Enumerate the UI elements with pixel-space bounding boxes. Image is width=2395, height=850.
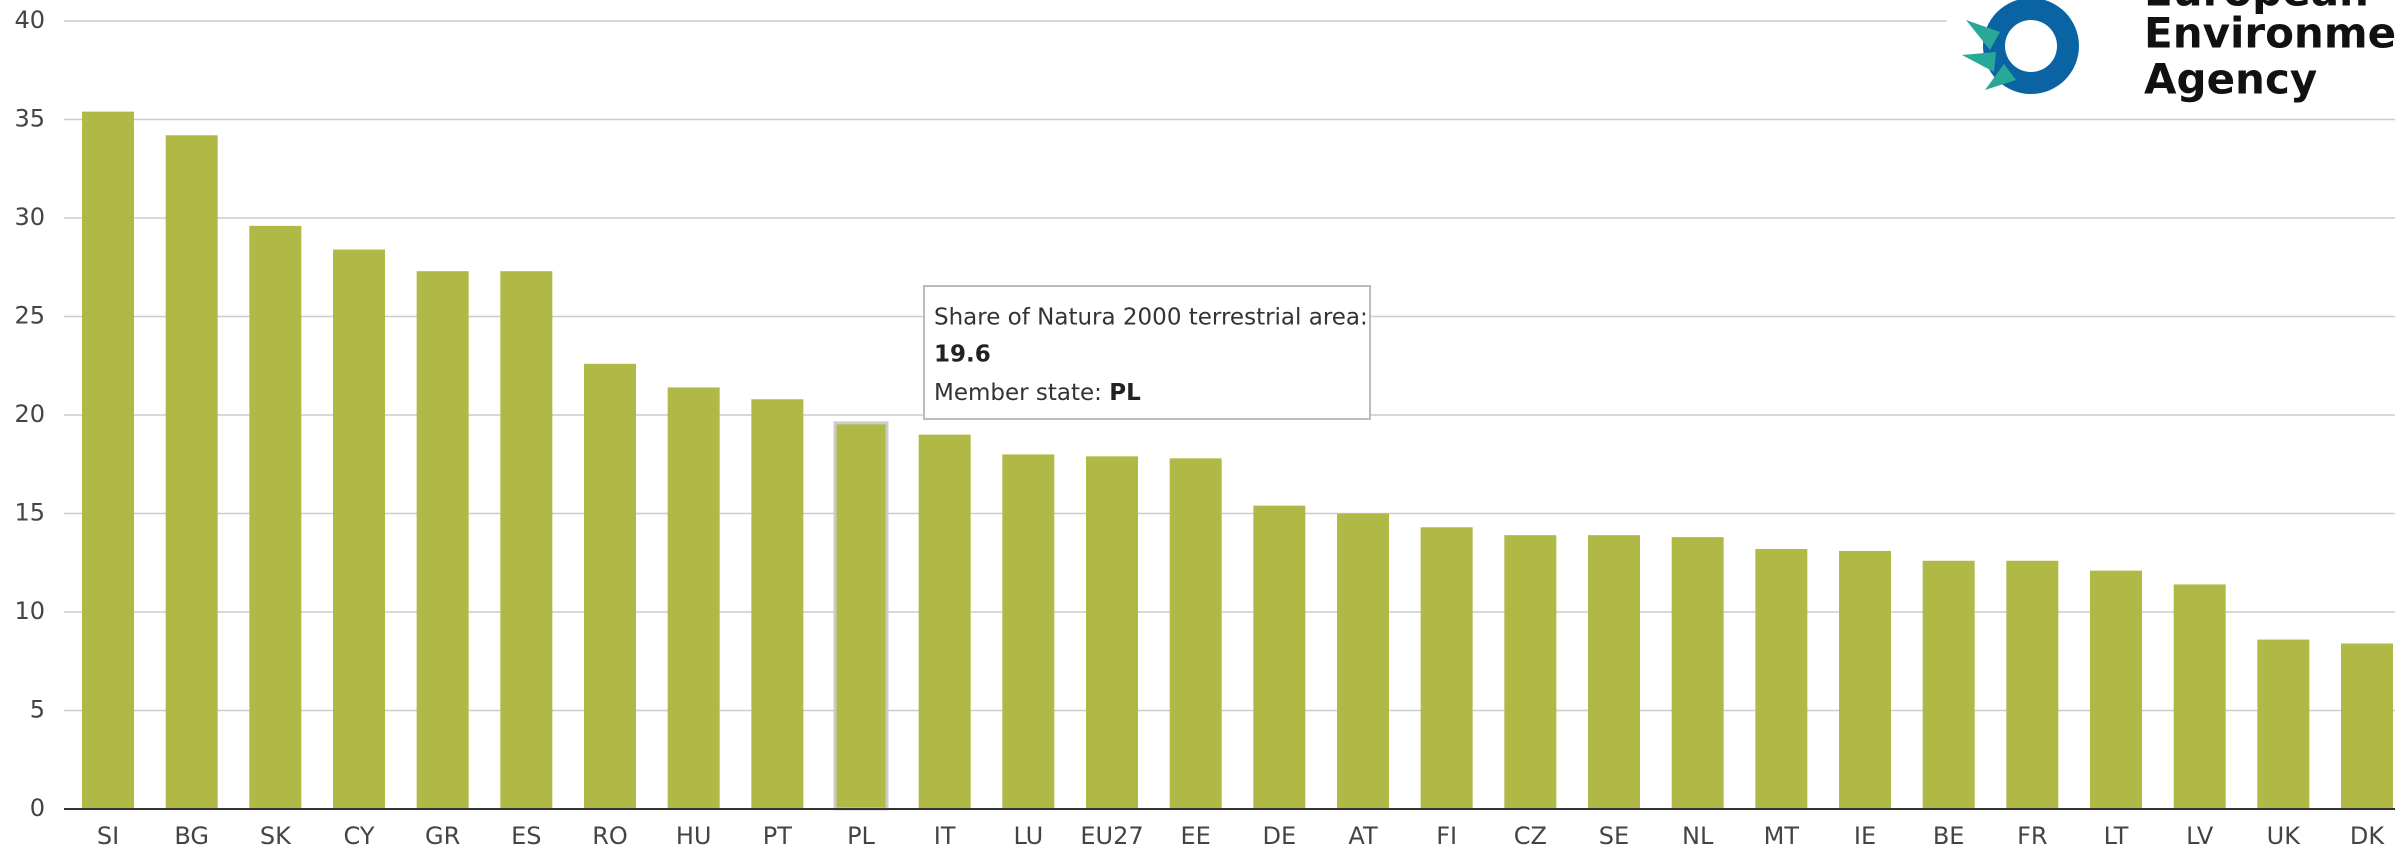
x-tick-label: ES bbox=[511, 822, 541, 850]
x-tick-label: RO bbox=[592, 822, 628, 850]
logo: European Environment Agency bbox=[1947, 0, 2395, 116]
x-tick-label: LT bbox=[2104, 822, 2129, 850]
x-tick-label: CY bbox=[344, 822, 375, 850]
y-tick-label: 5 bbox=[30, 696, 45, 724]
bar bbox=[2257, 639, 2310, 809]
x-tick-label: MT bbox=[1764, 822, 1800, 850]
bar bbox=[1253, 505, 1306, 809]
y-tick-label: 20 bbox=[14, 400, 45, 428]
x-tick-label: BE bbox=[1933, 822, 1965, 850]
x-tick-label: FR bbox=[2017, 822, 2047, 850]
logo-text: Agency bbox=[2144, 55, 2317, 104]
bar bbox=[1839, 550, 1891, 809]
y-tick-label: 30 bbox=[14, 203, 45, 231]
x-tick-label: BG bbox=[174, 822, 209, 850]
x-tick-label: DK bbox=[2350, 822, 2385, 850]
logo-leaves bbox=[1962, 20, 2016, 90]
y-tick-label: 25 bbox=[14, 302, 45, 330]
bar bbox=[2006, 560, 2059, 809]
tooltip-member: Member state: PL bbox=[934, 380, 1141, 406]
y-tick-label: 35 bbox=[14, 105, 45, 133]
logo-center bbox=[2005, 20, 2057, 72]
tooltip-member-label: Member state: bbox=[934, 380, 1102, 406]
x-tick-label: EE bbox=[1181, 822, 1211, 850]
logo-text: European bbox=[2144, 0, 2369, 16]
x-tick-label: SE bbox=[1599, 822, 1629, 850]
bar bbox=[500, 271, 553, 809]
bar bbox=[1086, 456, 1138, 809]
y-tick-label: 10 bbox=[14, 597, 45, 625]
x-tick-label: DE bbox=[1263, 822, 1297, 850]
bar bbox=[1922, 560, 1975, 809]
x-tick-label: CZ bbox=[1514, 822, 1547, 850]
bar bbox=[1337, 513, 1389, 809]
tooltip-member-value: PL bbox=[1109, 380, 1141, 406]
x-tick-label: HU bbox=[676, 822, 712, 850]
x-tick-label: IE bbox=[1854, 822, 1876, 850]
x-tick-label: SI bbox=[97, 822, 119, 850]
x-tick-label: UK bbox=[2267, 822, 2302, 850]
y-tick-label: 40 bbox=[14, 6, 45, 34]
bar bbox=[333, 249, 385, 809]
bar bbox=[1169, 458, 1222, 809]
bar bbox=[584, 363, 636, 809]
bar bbox=[1755, 548, 1808, 809]
tooltip-value: 19.6 bbox=[934, 342, 991, 368]
bar bbox=[416, 271, 469, 809]
bar bbox=[751, 399, 804, 809]
x-tick-label: PT bbox=[763, 822, 792, 850]
x-tick-label: LU bbox=[1013, 822, 1043, 850]
x-tick-label: NL bbox=[1682, 822, 1714, 850]
bar bbox=[1504, 535, 1557, 809]
tooltip-box bbox=[923, 285, 1371, 420]
bar bbox=[2341, 643, 2393, 809]
bar bbox=[2173, 584, 2226, 809]
x-tick-label: IT bbox=[934, 822, 956, 850]
bar bbox=[165, 135, 218, 809]
x-tick-label: PL bbox=[847, 822, 875, 850]
bar bbox=[1002, 454, 1055, 809]
x-tick-label: EU27 bbox=[1080, 822, 1143, 850]
bar bbox=[667, 387, 720, 809]
x-tick-label: SK bbox=[260, 822, 292, 850]
bar bbox=[1420, 527, 1473, 809]
bar bbox=[918, 434, 971, 809]
bar bbox=[249, 225, 302, 809]
x-tick-label: AT bbox=[1348, 822, 1378, 850]
y-tick-label: 0 bbox=[30, 794, 45, 822]
bar bbox=[1588, 535, 1640, 809]
bar bbox=[82, 111, 134, 810]
bar bbox=[833, 421, 889, 811]
tooltip: Share of Natura 2000 terrestrial area: 1… bbox=[923, 285, 1371, 420]
bar bbox=[1671, 537, 1724, 809]
x-tick-label: GR bbox=[425, 822, 460, 850]
bar bbox=[2090, 570, 2142, 809]
logo-text: Environment bbox=[2144, 9, 2395, 58]
x-tick-label: FI bbox=[1436, 822, 1457, 850]
tooltip-label: Share of Natura 2000 terrestrial area: bbox=[934, 305, 1368, 331]
y-tick-label: 15 bbox=[14, 499, 45, 527]
x-tick-label: LV bbox=[2186, 822, 2214, 850]
